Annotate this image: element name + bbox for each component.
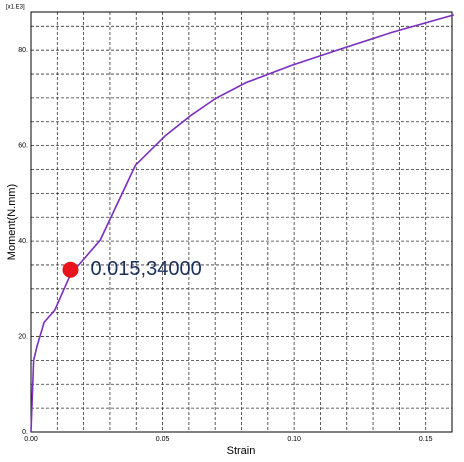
point-annotation: 0.015,34000 <box>90 258 201 280</box>
y-tick-label: 80. <box>18 47 28 54</box>
x-tick-label: 0.00 <box>24 436 38 443</box>
x-tick-label: 0.10 <box>287 436 301 443</box>
y-tick-label: 20. <box>18 333 28 340</box>
y-tick-label: 40. <box>18 238 28 245</box>
y-multiplier: [x1.E3] <box>6 5 25 11</box>
x-tick-label: 0.15 <box>419 436 433 443</box>
y-tick-label: 0. <box>22 429 28 436</box>
data-line <box>30 14 455 433</box>
x-tick-label: 0.05 <box>156 436 170 443</box>
y-axis-label: Moment(N.mm) <box>6 184 18 260</box>
y-tick-label: 60. <box>18 142 28 149</box>
plot-frame <box>30 11 453 433</box>
highlight-point <box>62 261 79 278</box>
x-axis-label: Strain <box>227 445 256 457</box>
